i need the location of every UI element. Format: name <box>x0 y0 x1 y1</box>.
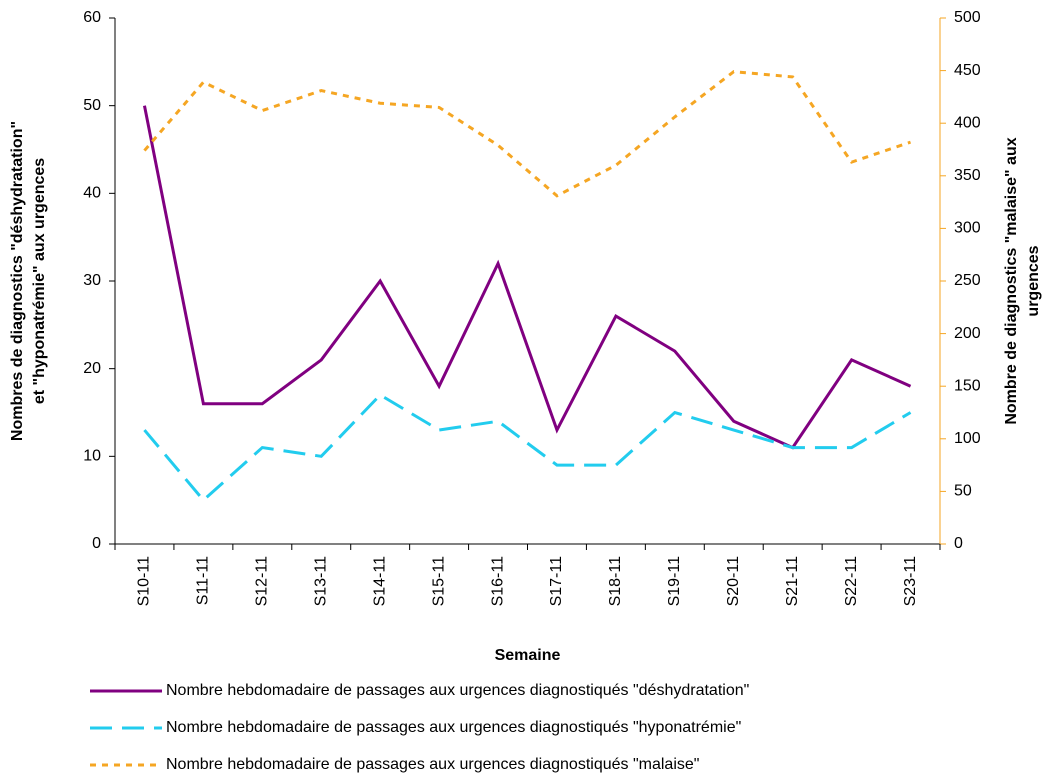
x-tick-label: S19-11 <box>666 556 683 607</box>
y2-tick-label: 350 <box>954 167 981 184</box>
x-tick-label: S17-11 <box>548 556 565 607</box>
x-tick-label: S22-11 <box>843 556 860 607</box>
x-tick-label: S13-11 <box>312 556 329 607</box>
y-tick-label: 60 <box>83 9 101 26</box>
series-line <box>143 393 912 503</box>
x-tick-label: S11-11 <box>195 556 212 605</box>
x-tick-label: S12-11 <box>254 556 271 607</box>
y2-axis-label: urgences <box>1025 245 1042 316</box>
legend-label: Nombre hebdomadaire de passages aux urge… <box>166 719 741 736</box>
y-axis-label: Nombres de diagnostics "déshydratation" <box>9 121 26 441</box>
x-tick-label: S15-11 <box>430 556 447 607</box>
y2-tick-label: 150 <box>954 377 981 394</box>
y2-tick-label: 0 <box>954 535 963 552</box>
y2-tick-label: 200 <box>954 325 981 342</box>
y2-tick-label: 50 <box>954 483 972 500</box>
x-tick-label: S20-11 <box>725 556 742 607</box>
y-tick-label: 20 <box>83 360 101 377</box>
x-tick-label: S14-11 <box>371 556 388 607</box>
y2-tick-label: 400 <box>954 114 981 131</box>
x-tick-label: S16-11 <box>489 556 506 607</box>
y-tick-label: 50 <box>83 97 101 114</box>
x-axis-label: Semaine <box>495 647 561 664</box>
y2-tick-label: 250 <box>954 272 981 289</box>
x-tick-label: S23-11 <box>902 556 919 607</box>
y-tick-label: 0 <box>92 535 101 552</box>
y-tick-label: 30 <box>83 272 101 289</box>
y-tick-label: 40 <box>83 185 101 202</box>
x-tick-label: S10-11 <box>136 556 153 607</box>
y2-tick-label: 300 <box>954 220 981 237</box>
legend-label: Nombre hebdomadaire de passages aux urge… <box>166 682 749 699</box>
y2-tick-label: 500 <box>954 9 981 26</box>
y-axis-label: et "hyponatrémie" aux urgences <box>31 158 48 404</box>
series-line <box>143 70 912 198</box>
x-tick-label: S21-11 <box>784 556 801 607</box>
legend-label: Nombre hebdomadaire de passages aux urge… <box>166 756 699 773</box>
y-tick-label: 10 <box>83 448 101 465</box>
y2-tick-label: 100 <box>954 430 981 447</box>
x-tick-label: S18-11 <box>607 556 624 607</box>
y2-axis-label: Nombre de diagnostics "malaise" aux <box>1003 137 1020 424</box>
series-line <box>142 105 912 450</box>
y2-tick-label: 450 <box>954 62 981 79</box>
